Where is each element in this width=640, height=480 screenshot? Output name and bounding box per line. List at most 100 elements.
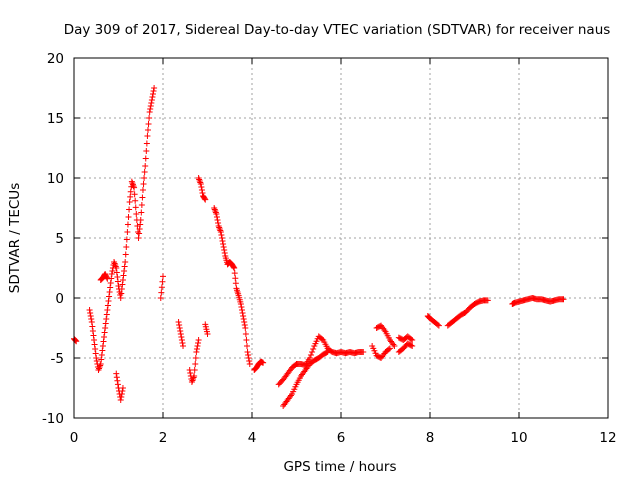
x-tick-label: 2 [159,430,168,446]
data-point [193,346,200,352]
data-point [132,197,139,204]
data-point [105,298,112,304]
data-point [93,355,100,361]
data-point [107,280,114,286]
data-point [243,337,250,343]
data-point [119,281,126,288]
data-point [323,349,330,356]
data-point [132,204,139,211]
data-point [87,313,94,319]
data-point [218,235,225,241]
data-point [135,235,142,241]
data-point [215,220,222,226]
plot-border [73,57,609,419]
data-point [202,196,209,203]
data-point [120,272,127,279]
x-tick-label: 6 [337,430,346,446]
data-point [159,278,166,285]
y-tick-label: 20 [47,51,64,67]
data-point [92,350,99,357]
data-point [90,332,97,339]
data-point [127,193,134,200]
data-point [106,293,113,300]
data-point [150,88,157,94]
data-point [98,352,105,358]
data-point [220,244,227,250]
data-point [408,336,415,343]
data-point [117,295,124,301]
data-point [260,359,267,366]
data-point [103,316,110,322]
data-point [231,265,238,271]
data-point [240,313,247,319]
data-point [106,289,113,295]
data-point [191,373,198,379]
data-point [239,310,246,316]
data-point [213,211,220,217]
data-point [232,280,239,287]
data-point [89,328,96,334]
data-point [146,109,153,115]
data-point [113,370,120,377]
chart-title: Day 309 of 2017, Sidereal Day-to-day VTE… [64,22,611,38]
data-point [113,265,120,271]
data-point [148,100,155,106]
data-point [119,388,126,394]
data-point [101,329,108,336]
data-point [192,361,199,367]
data-point [100,338,107,345]
data-point [238,307,245,313]
y-tick-label: 15 [47,111,64,127]
data-point [242,331,249,337]
x-tick-label: 12 [599,430,616,446]
data-point [123,236,130,243]
data-point [241,319,248,325]
x-tick-label: 10 [510,430,527,446]
data-point [122,251,129,258]
data-point [87,310,94,316]
data-point [144,127,151,133]
data-point [149,94,156,100]
data-point [242,325,249,331]
data-point [391,343,398,349]
data-point [141,169,148,175]
data-point [408,342,415,349]
data-point [97,361,104,367]
data-point [192,355,199,361]
data-point [201,195,208,202]
data-point [118,394,125,400]
data-point [104,302,111,309]
data-point [147,106,154,112]
data-point [136,226,143,232]
data-point [198,187,205,193]
data-point [198,184,205,190]
data-point [151,85,158,91]
data-point [214,217,221,223]
data-point [104,275,111,282]
data-point [144,133,151,139]
data-point [91,337,98,343]
data-point [141,175,148,181]
data-point [139,187,146,193]
data-point [140,181,147,187]
data-point [157,295,164,301]
data-point [219,238,226,244]
y-tick-label: -5 [51,351,64,367]
data-point [142,155,149,162]
data-point [158,284,165,291]
data-point [324,349,331,355]
data-point [179,340,186,346]
data-point [245,352,252,358]
data-point [136,230,143,237]
data-point [199,190,206,196]
data-point [220,241,227,247]
data-point [241,322,248,328]
x-tick-label: 8 [426,430,435,446]
data-point [113,269,120,276]
data-point [108,271,115,277]
data-point [142,163,149,169]
data-point [102,325,109,331]
data-point [213,214,220,220]
data-point [177,328,184,334]
